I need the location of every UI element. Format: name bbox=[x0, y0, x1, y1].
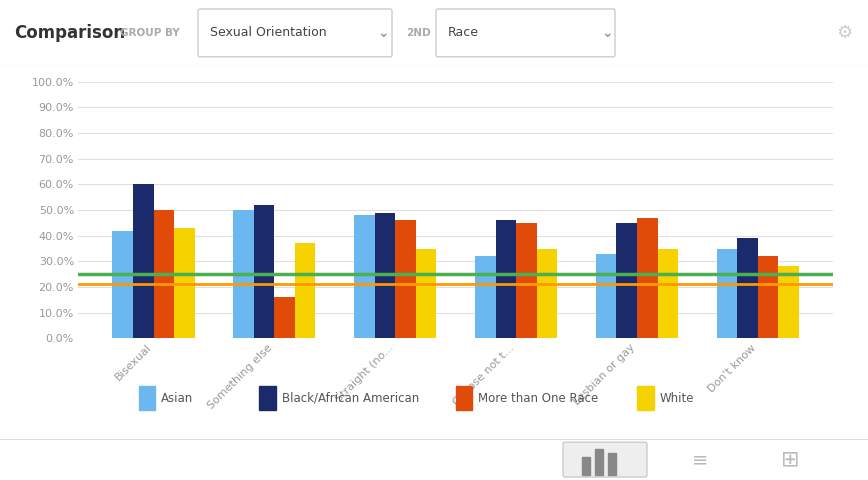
Bar bbox=[717, 249, 737, 338]
Text: ⌄: ⌄ bbox=[378, 26, 389, 40]
Bar bbox=[516, 223, 536, 338]
Bar bbox=[456, 386, 472, 410]
Text: More than One Race: More than One Race bbox=[478, 392, 599, 405]
Bar bbox=[658, 249, 678, 338]
Bar bbox=[174, 228, 194, 338]
Text: Sexual Orientation: Sexual Orientation bbox=[210, 26, 326, 39]
Bar bbox=[582, 457, 590, 475]
Bar bbox=[295, 243, 315, 338]
Bar bbox=[253, 205, 274, 338]
Bar bbox=[233, 210, 253, 338]
Text: White: White bbox=[660, 392, 694, 405]
Text: ⌄: ⌄ bbox=[602, 26, 613, 40]
Bar bbox=[375, 213, 395, 338]
FancyBboxPatch shape bbox=[198, 9, 392, 57]
Text: Asian: Asian bbox=[161, 392, 194, 405]
FancyBboxPatch shape bbox=[563, 442, 647, 477]
Text: ⊞: ⊞ bbox=[780, 450, 799, 470]
Bar bbox=[596, 253, 616, 338]
Bar bbox=[133, 184, 154, 338]
Bar bbox=[354, 215, 375, 338]
Bar bbox=[608, 453, 616, 475]
Bar bbox=[637, 218, 658, 338]
Bar bbox=[260, 386, 276, 410]
Text: Race: Race bbox=[448, 26, 479, 39]
Bar bbox=[737, 238, 758, 338]
Bar bbox=[416, 249, 437, 338]
Bar bbox=[139, 386, 155, 410]
Bar bbox=[113, 230, 133, 338]
Bar bbox=[475, 256, 496, 338]
Bar bbox=[637, 386, 654, 410]
Bar bbox=[595, 449, 603, 475]
FancyBboxPatch shape bbox=[436, 9, 615, 57]
Bar bbox=[274, 297, 295, 338]
Text: Comparison: Comparison bbox=[14, 24, 125, 42]
Text: ≡: ≡ bbox=[692, 451, 708, 469]
Bar bbox=[496, 220, 516, 338]
Bar bbox=[758, 256, 779, 338]
Text: ⚙: ⚙ bbox=[836, 24, 852, 42]
Text: Black/African American: Black/African American bbox=[282, 392, 419, 405]
Text: GROUP BY: GROUP BY bbox=[120, 28, 180, 38]
Bar bbox=[154, 210, 174, 338]
Bar bbox=[536, 249, 557, 338]
Bar bbox=[395, 220, 416, 338]
Bar bbox=[616, 223, 637, 338]
Text: 2ND: 2ND bbox=[406, 28, 431, 38]
Bar bbox=[779, 266, 799, 338]
